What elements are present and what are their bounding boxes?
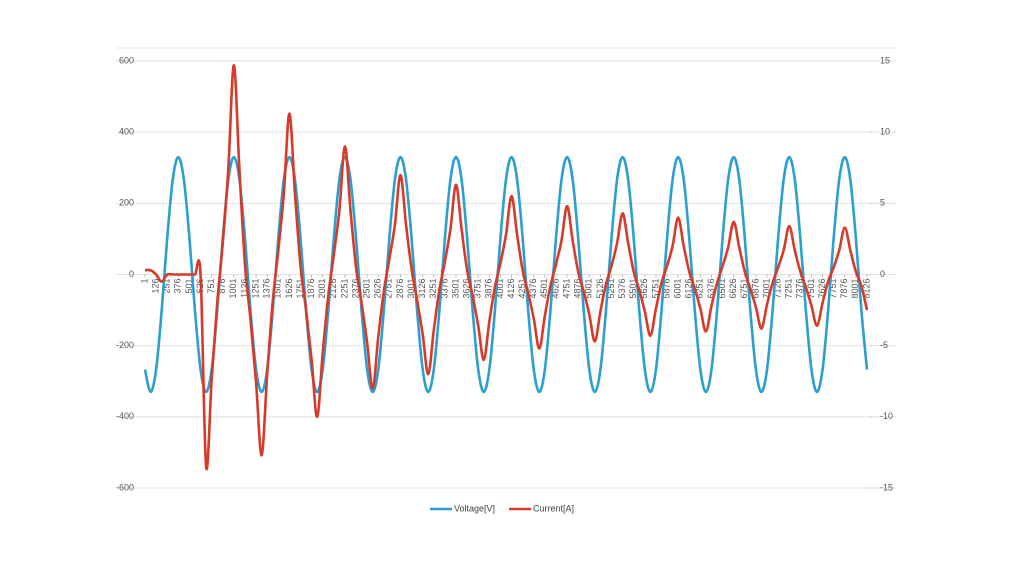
x-tick-label: 6751 [739, 279, 749, 299]
y2-tick-label: -15 [880, 482, 893, 492]
x-tick-label: 4376 [528, 279, 538, 299]
x-tick-label: 7251 [784, 279, 794, 299]
x-tick-label: 3626 [461, 279, 471, 299]
x-tick-label: 5876 [661, 279, 671, 299]
x-tick-label: 6001 [673, 279, 683, 299]
y-tick-label: -400 [116, 411, 134, 421]
x-tick-label: 3376 [439, 279, 449, 299]
x-tick-label: 1 [139, 279, 149, 284]
x-tick-label: 1001 [228, 279, 238, 299]
x-tick-label: 1126 [239, 279, 249, 298]
x-tick-label: 876 [217, 279, 227, 294]
x-tick-label: 4251 [517, 279, 527, 299]
x-tick-label: 2001 [317, 279, 327, 299]
legend-label: Voltage[V] [454, 503, 495, 513]
y2-tick-label: -5 [880, 340, 888, 350]
x-tick-label: 3001 [406, 279, 416, 299]
x-tick-label: 4626 [550, 279, 560, 299]
y-tick-label: 400 [119, 127, 134, 137]
x-tick-label: 2626 [373, 279, 383, 299]
data-line [144, 63, 869, 471]
x-tick-label: 3126 [417, 279, 427, 299]
x-tick-label: 6876 [750, 279, 760, 299]
x-tick-label: 2501 [362, 279, 372, 299]
x-tick-label: 251 [162, 279, 172, 294]
x-tick-label: 7501 [806, 279, 816, 299]
x-tick-label: 4876 [573, 279, 583, 299]
x-tick-label: 6126 [684, 279, 694, 299]
y-tick-label: 0 [129, 269, 134, 279]
legend-label: Current[A] [533, 503, 574, 513]
x-tick-label: 6626 [728, 279, 738, 299]
x-tick-label: 4126 [506, 279, 516, 299]
y2-tick-label: 10 [880, 127, 890, 137]
x-tick-label: 2376 [350, 279, 360, 299]
x-tick-label: 5001 [584, 279, 594, 299]
x-tick-label: 5376 [617, 279, 627, 299]
x-tick-label: 4501 [539, 279, 549, 299]
y2-tick-label: 15 [880, 55, 890, 65]
x-tick-label: 7751 [828, 279, 838, 299]
x-tick-label: 1876 [306, 279, 316, 299]
x-tick-label: 5126 [595, 279, 605, 299]
x-tick-label: 7376 [795, 279, 805, 299]
x-tick-label: 7001 [761, 279, 771, 299]
x-tick-label: 3251 [428, 279, 438, 299]
x-tick-label: 6251 [695, 279, 705, 299]
x-tick-label: 7126 [772, 279, 782, 299]
x-tick-label: 1751 [295, 279, 305, 299]
x-tick-label: 1626 [284, 279, 294, 299]
y2-tick-label: 0 [880, 269, 885, 279]
legend: Voltage[V] Current[A] [430, 503, 574, 513]
y2-tick-label: 5 [880, 198, 885, 208]
x-tick-label: 1251 [250, 279, 260, 299]
x-tick-label: 1501 [273, 279, 283, 299]
x-tick-label: 6376 [706, 279, 716, 299]
x-tick-label: 8126 [861, 279, 871, 299]
y-tick-label: -200 [116, 340, 134, 350]
x-tick-label: 751 [206, 279, 216, 294]
x-tick-label: 7876 [839, 279, 849, 299]
x-tick-label: 501 [184, 279, 194, 294]
x-tick-label: 2126 [328, 279, 338, 299]
x-tick-label: 5751 [650, 279, 660, 299]
y-tick-label: -600 [116, 482, 134, 492]
x-tick-label: 3501 [450, 279, 460, 299]
x-tick-label: 2876 [395, 279, 405, 299]
x-tick-label: 5626 [639, 279, 649, 299]
x-tick-label: 376 [173, 279, 183, 294]
x-tick-label: 6501 [717, 279, 727, 299]
x-tick-label: 1376 [262, 279, 272, 299]
y2-tick-label: -10 [880, 411, 893, 421]
x-tick-label: 5251 [606, 279, 616, 299]
x-tick-label: 2251 [339, 279, 349, 299]
x-tick-label: 2751 [384, 279, 394, 299]
x-tick-label: 126 [150, 279, 160, 294]
x-tick-label: 8001 [850, 279, 860, 299]
x-tick-label: 4001 [495, 279, 505, 299]
x-tick-label: 4751 [561, 279, 571, 299]
x-tick-label: 7626 [817, 279, 827, 299]
y-tick-label: 200 [119, 198, 134, 208]
x-tick-label: 5501 [628, 279, 638, 299]
x-tick-label: 3751 [473, 279, 483, 299]
y-tick-label: 600 [119, 55, 134, 65]
x-tick-label: 3876 [484, 279, 494, 299]
